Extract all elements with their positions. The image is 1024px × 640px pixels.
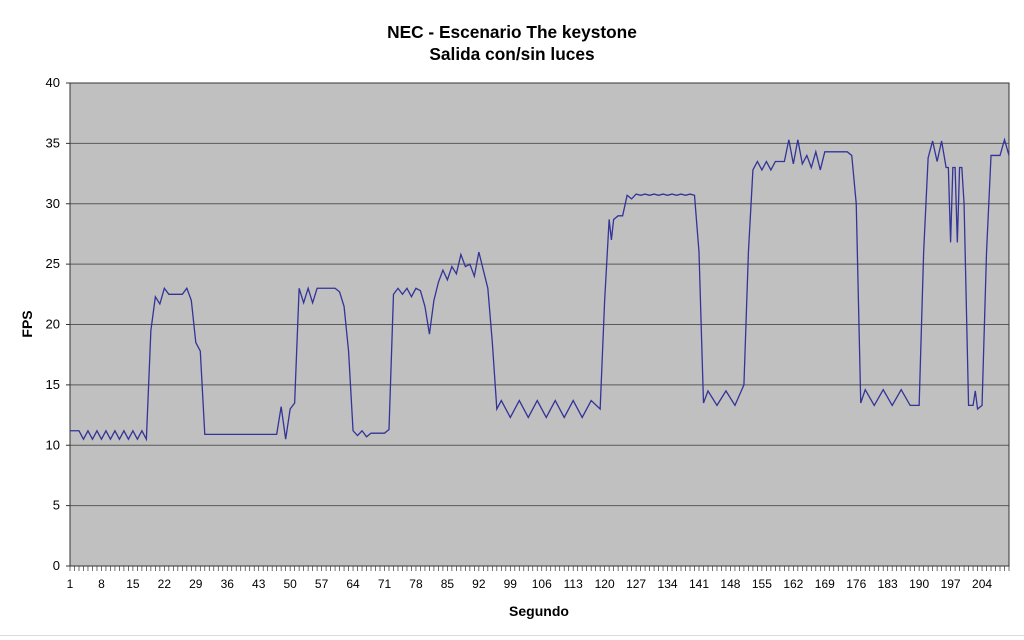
svg-text:36: 36 [221, 577, 235, 591]
svg-text:85: 85 [441, 577, 455, 591]
svg-text:204: 204 [972, 577, 992, 591]
svg-text:43: 43 [252, 577, 266, 591]
svg-text:15: 15 [126, 577, 140, 591]
svg-text:22: 22 [158, 577, 172, 591]
svg-text:1: 1 [67, 577, 74, 591]
svg-text:0: 0 [53, 558, 60, 573]
svg-text:106: 106 [532, 577, 552, 591]
svg-text:5: 5 [53, 498, 60, 513]
svg-text:169: 169 [815, 577, 835, 591]
svg-text:50: 50 [283, 577, 297, 591]
svg-text:99: 99 [504, 577, 518, 591]
svg-text:162: 162 [783, 577, 803, 591]
svg-text:25: 25 [46, 256, 60, 271]
svg-text:29: 29 [189, 577, 203, 591]
svg-text:176: 176 [846, 577, 866, 591]
svg-text:57: 57 [315, 577, 329, 591]
svg-text:197: 197 [941, 577, 961, 591]
svg-text:64: 64 [346, 577, 360, 591]
svg-text:8: 8 [98, 577, 105, 591]
svg-text:190: 190 [909, 577, 929, 591]
svg-text:40: 40 [46, 75, 60, 90]
svg-text:141: 141 [689, 577, 709, 591]
svg-text:71: 71 [378, 577, 392, 591]
svg-text:183: 183 [878, 577, 898, 591]
svg-text:15: 15 [46, 377, 60, 392]
svg-text:113: 113 [564, 577, 583, 591]
svg-text:148: 148 [720, 577, 740, 591]
svg-text:10: 10 [46, 437, 60, 452]
svg-text:35: 35 [46, 135, 60, 150]
svg-text:20: 20 [46, 317, 60, 332]
svg-text:127: 127 [626, 577, 646, 591]
svg-text:78: 78 [409, 577, 423, 591]
svg-text:92: 92 [472, 577, 486, 591]
svg-text:120: 120 [595, 577, 615, 591]
svg-text:134: 134 [658, 577, 678, 591]
svg-text:30: 30 [46, 196, 60, 211]
svg-text:155: 155 [752, 577, 772, 591]
